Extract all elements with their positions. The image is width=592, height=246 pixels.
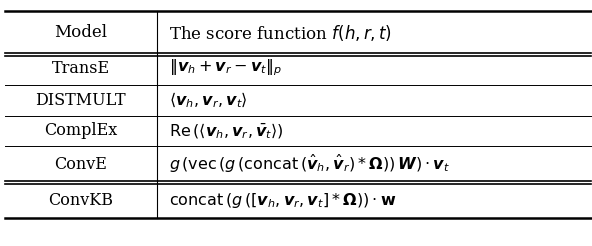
Text: $\mathrm{Re}\,(\langle \boldsymbol{v}_h, \boldsymbol{v}_r, \bar{\boldsymbol{v}}_: $\mathrm{Re}\,(\langle \boldsymbol{v}_h,… bbox=[169, 121, 284, 141]
Text: ConvE: ConvE bbox=[54, 156, 107, 173]
Text: The score function $f(h, r, t)$: The score function $f(h, r, t)$ bbox=[169, 23, 392, 43]
Text: $\mathrm{concat}\,(g\,([\boldsymbol{v}_h, \boldsymbol{v}_r, \boldsymbol{v}_t] * : $\mathrm{concat}\,(g\,([\boldsymbol{v}_h… bbox=[169, 191, 396, 210]
Text: ConvKB: ConvKB bbox=[49, 192, 113, 209]
Text: ComplEx: ComplEx bbox=[44, 123, 117, 139]
Text: Model: Model bbox=[54, 24, 107, 41]
Text: DISTMULT: DISTMULT bbox=[36, 92, 126, 109]
Text: $\langle \boldsymbol{v}_h, \boldsymbol{v}_r, \boldsymbol{v}_t \rangle$: $\langle \boldsymbol{v}_h, \boldsymbol{v… bbox=[169, 91, 247, 110]
Text: TransE: TransE bbox=[52, 60, 110, 77]
Text: $g\,(\mathrm{vec}\,(g\,(\mathrm{concat}\,(\hat{\boldsymbol{v}}_h, \hat{\boldsymb: $g\,(\mathrm{vec}\,(g\,(\mathrm{concat}\… bbox=[169, 153, 450, 175]
Text: $\|\boldsymbol{v}_h + \boldsymbol{v}_r - \boldsymbol{v}_t\|_p$: $\|\boldsymbol{v}_h + \boldsymbol{v}_r -… bbox=[169, 58, 282, 78]
